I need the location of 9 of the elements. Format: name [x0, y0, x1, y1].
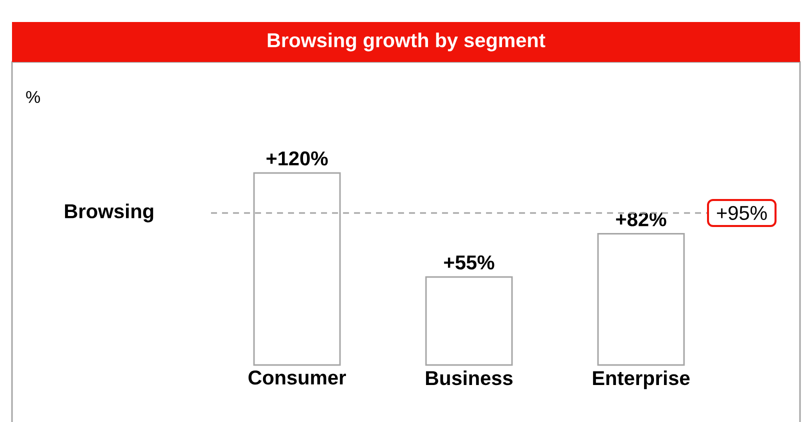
text: % [26, 91, 40, 103]
x-tick-label: Consumer [248, 370, 346, 385]
text: Browsing [65, 204, 154, 222]
ref-line-label: +95% [716, 206, 767, 220]
x-tick-label: Business [426, 370, 512, 386]
chart-title: Browsing growth by segment [268, 32, 546, 52]
x-tick-label: Enterprise [593, 370, 690, 390]
data-label: +55% [444, 255, 494, 270]
data-label: +120% [266, 151, 328, 166]
